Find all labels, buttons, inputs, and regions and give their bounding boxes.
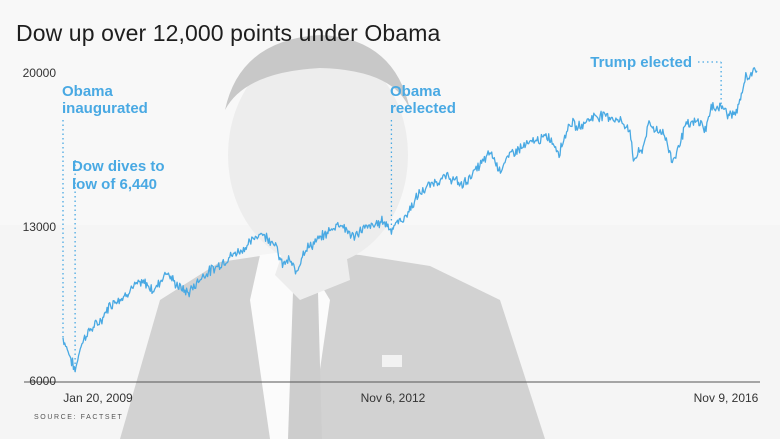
source-note: SOURCE: FACTSET [34, 414, 124, 421]
dow-series-line [62, 67, 758, 373]
annotation-label: Obama [62, 83, 114, 100]
y-axis: 6000 13000 20000 [23, 66, 57, 388]
annotation-label: reelected [390, 100, 456, 117]
y-tick-label: 13000 [23, 220, 57, 234]
y-tick-label: 20000 [23, 66, 57, 80]
x-axis: Jan 20, 2009 Nov 6, 2012 Nov 9, 2016 [24, 381, 760, 405]
annotation-label: inaugurated [62, 100, 148, 117]
annotation-label: low of 6,440 [72, 176, 157, 193]
y-tick-label: 6000 [29, 374, 56, 388]
x-tick-label: Nov 6, 2012 [361, 391, 426, 405]
chart-title: Dow up over 12,000 points under Obama [16, 20, 441, 46]
annotation-label: Obama [390, 83, 442, 100]
x-tick-label: Jan 20, 2009 [63, 391, 133, 405]
annotation-label: Trump elected [590, 54, 692, 71]
plot-area [62, 67, 758, 373]
annotation-guides [62, 61, 722, 372]
x-tick-label: Nov 9, 2016 [694, 391, 759, 405]
annotation-label: Dow dives to [72, 158, 165, 175]
